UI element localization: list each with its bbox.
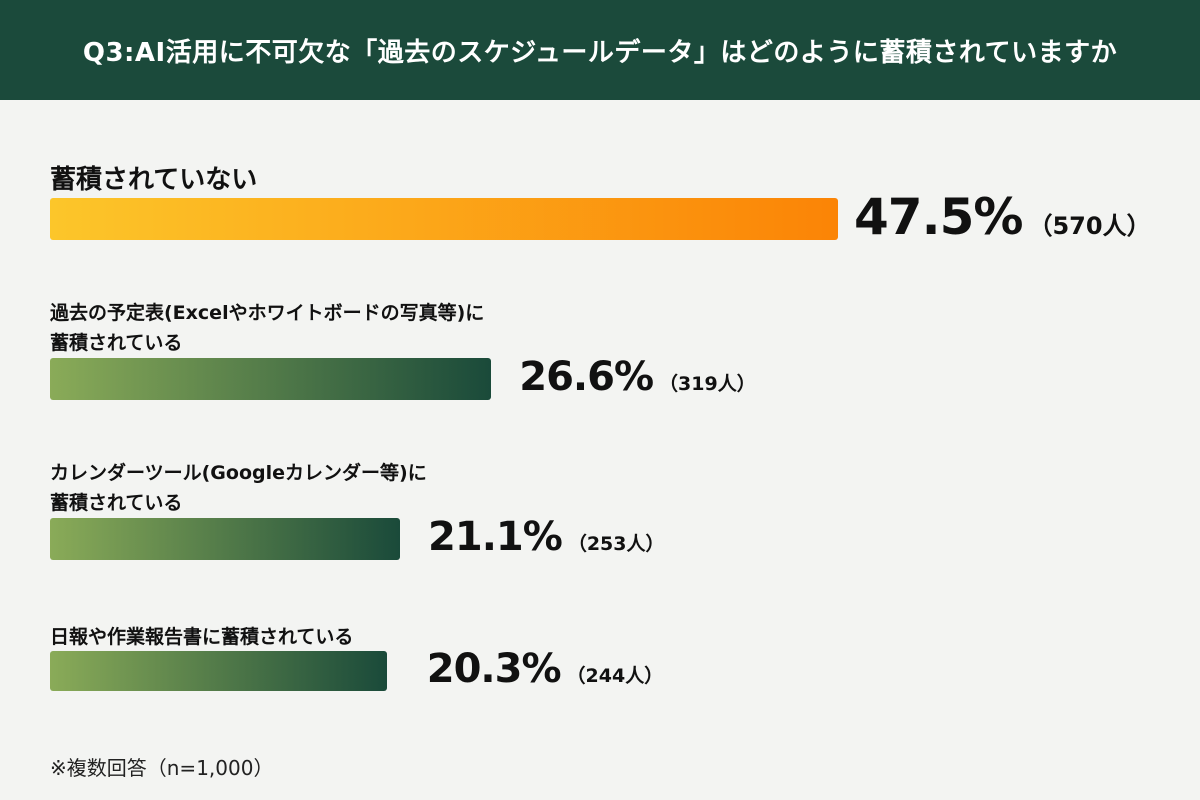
category-label: カレンダーツール(Googleカレンダー等)に 蓄積されている xyxy=(50,458,427,518)
category-label-line: 蓄積されている xyxy=(50,332,183,354)
category-label-line: 蓄積されていない xyxy=(50,165,258,195)
value-label: 20.3% （244人） xyxy=(427,646,663,692)
value-label: 47.5% （570人） xyxy=(854,188,1151,246)
category-label-line: 蓄積されている xyxy=(50,492,183,514)
value-label: 26.6% （319人） xyxy=(519,354,755,400)
bar xyxy=(50,358,492,400)
category-label-line: カレンダーツール(Googleカレンダー等)に xyxy=(50,462,427,484)
bar xyxy=(50,518,401,560)
percent-label: 21.1% xyxy=(428,514,563,561)
footnote: ※複数回答（n=1,000） xyxy=(50,756,274,780)
bar xyxy=(50,198,838,240)
bar xyxy=(50,651,387,691)
count-label: （253人） xyxy=(567,533,665,556)
chart-title: Q3:AI活用に不可欠な「過去のスケジュールデータ」はどのように蓄積されています… xyxy=(82,37,1118,68)
percent-label: 20.3% xyxy=(426,646,562,693)
category-label: 蓄積されていない xyxy=(50,162,257,199)
category-label-line: 日報や作業報告書に蓄積されている xyxy=(50,626,354,648)
percent-label: 47.5% xyxy=(854,188,1023,246)
count-label: （319人） xyxy=(659,373,756,396)
value-label: 21.1% （253人） xyxy=(428,514,664,560)
percent-label: 26.6% xyxy=(519,354,654,401)
chart-header: Q3:AI活用に不可欠な「過去のスケジュールデータ」はどのように蓄積されています… xyxy=(0,0,1200,100)
category-label: 日報や作業報告書に蓄積されている xyxy=(50,622,353,652)
count-label: （244人） xyxy=(566,665,664,688)
category-label-line: 過去の予定表(Excelやホワイトボードの写真等)に xyxy=(50,302,485,324)
count-label: （570人） xyxy=(1028,212,1151,240)
category-label: 過去の予定表(Excelやホワイトボードの写真等)に 蓄積されている xyxy=(50,298,484,358)
